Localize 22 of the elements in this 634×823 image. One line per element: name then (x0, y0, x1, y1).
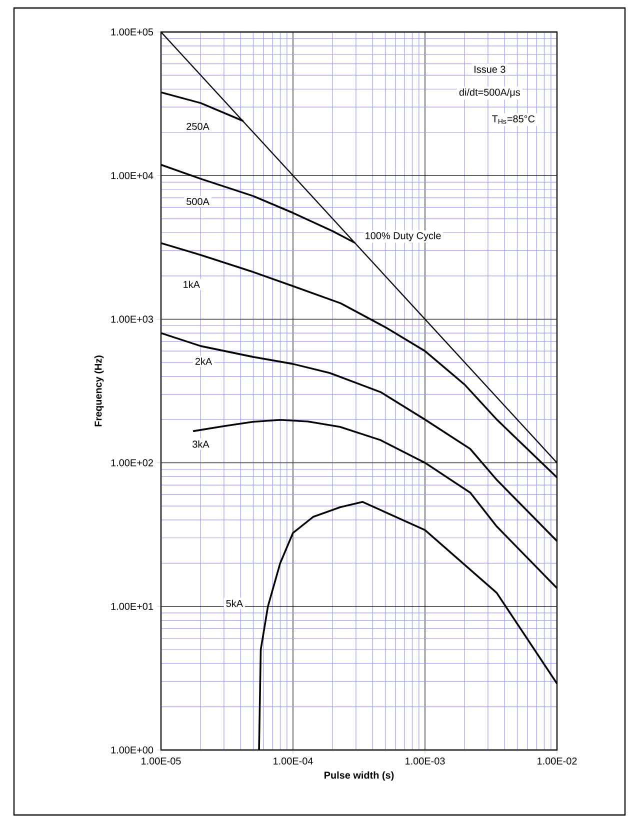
y-tick-label: 1.00E+00 (111, 746, 154, 754)
annotation: Issue 3 (474, 66, 506, 73)
x-tick-label: 1.00E-05 (142, 758, 181, 765)
series-label: 3kA (192, 440, 210, 448)
series-label: 500A (186, 198, 210, 206)
x-tick-label: 1.00E-02 (538, 758, 577, 765)
annotation: di/dt=500A/μs (459, 88, 520, 98)
text: 5kA (226, 600, 243, 608)
x-axis-title: Pulse width (s) (324, 771, 394, 781)
text: 1kA (184, 280, 200, 288)
y-tick-label: 1.00E+02 (111, 459, 153, 466)
y-tick-label: 1.00E+04 (111, 172, 154, 180)
series-label: 250A (186, 122, 210, 130)
y-tick-label: 1.00E+01 (111, 602, 153, 610)
y-tick-label: 1.00E+05 (111, 28, 154, 36)
series-label: 2kA (195, 358, 212, 365)
annotation: T$_{Hs}$=85°C (492, 115, 535, 124)
x-tick-label: 1.00E-03 (406, 758, 445, 765)
series-label: 100% Duty Cycle (366, 232, 441, 242)
x-tick-label: 1.00E-04 (274, 758, 313, 765)
y-axis-title: Frequency (Hz) (94, 356, 104, 426)
y-tick-label: 1.00E+03 (111, 316, 154, 323)
